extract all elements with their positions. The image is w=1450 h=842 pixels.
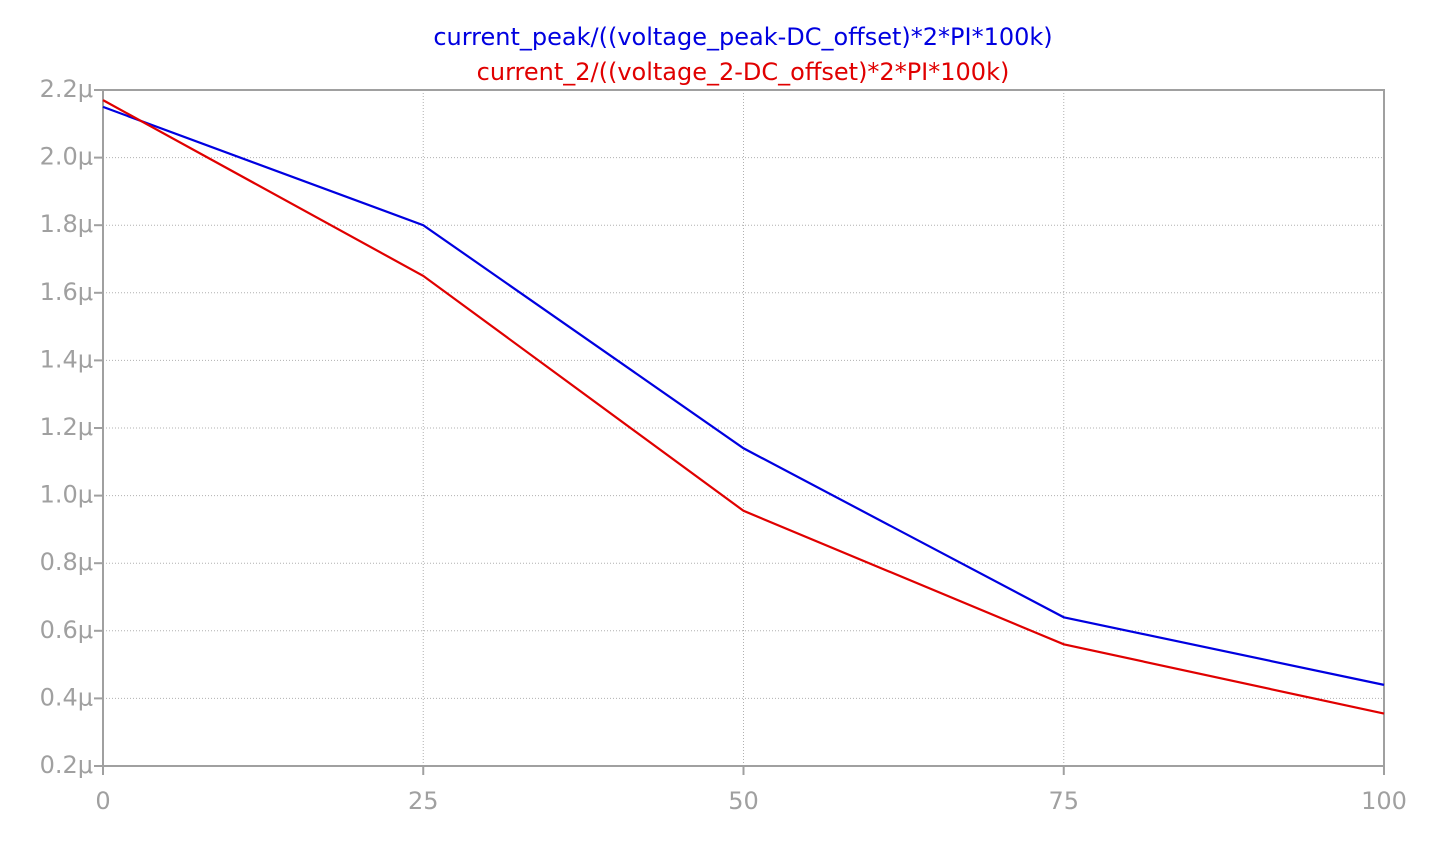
series-line [102,99,1385,715]
y-tick-label: 1.2μ [40,413,93,441]
x-tick-label: 0 [95,787,110,815]
plot-frame [102,89,1385,767]
x-tick-label: 100 [1361,787,1407,815]
y-tick-label: 2.2μ [40,75,93,103]
y-tick-label: 0.6μ [40,616,93,644]
x-tick-label: 50 [728,787,759,815]
y-tick-label: 0.2μ [40,751,93,779]
y-tick-label: 1.4μ [40,345,93,373]
x-tick-label: 75 [1048,787,1079,815]
y-tick-label: 0.8μ [40,548,93,576]
x-tick-label: 25 [408,787,439,815]
y-tick-label: 1.8μ [40,210,93,238]
y-tick-label: 2.0μ [40,143,93,171]
legend-label: current_peak/((voltage_peak-DC_offset)*2… [433,23,1052,51]
legend-label: current_2/((voltage_2-DC_offset)*2*PI*10… [477,58,1010,86]
series-line [102,105,1385,686]
y-tick-label: 1.0μ [40,481,93,509]
y-tick-label: 1.6μ [40,278,93,306]
y-tick-label: 0.4μ [40,683,93,711]
